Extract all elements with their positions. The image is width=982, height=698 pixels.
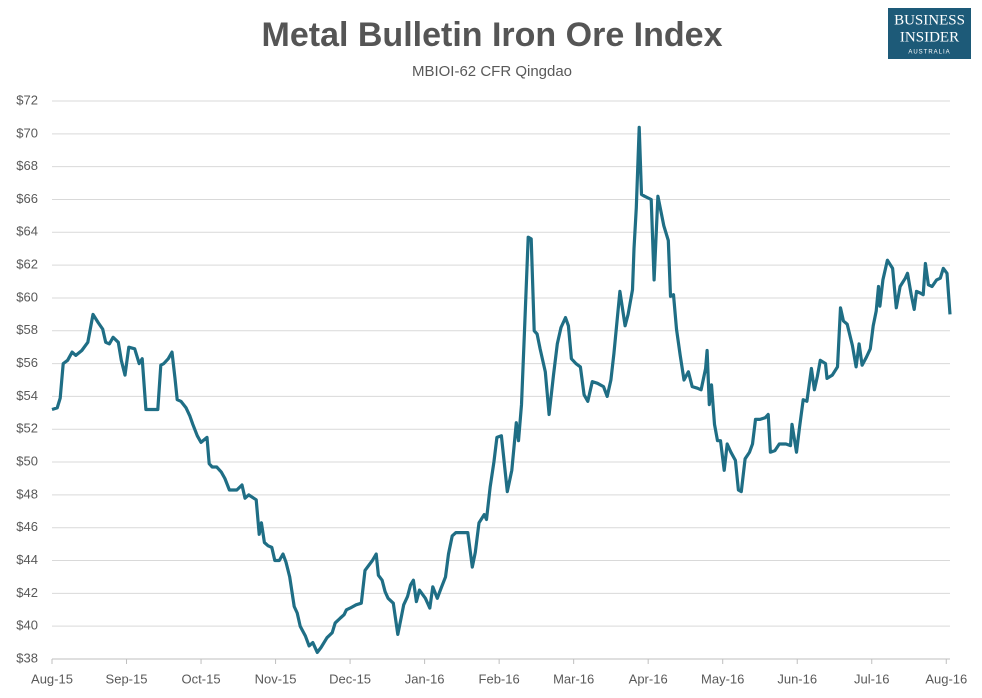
logo: BUSINESS INSIDER AUSTRALIA xyxy=(888,8,971,59)
x-tick-label: Oct-15 xyxy=(182,671,221,686)
logo-text: AUSTRALIA xyxy=(908,50,950,56)
y-tick-label: $50 xyxy=(16,453,38,468)
x-tick-label: Jun-16 xyxy=(777,671,817,686)
x-tick-label: Feb-16 xyxy=(479,671,520,686)
y-tick-label: $70 xyxy=(16,125,38,140)
logo-text: INSIDER xyxy=(900,29,959,45)
logo-text: BUSINESS xyxy=(894,12,965,28)
y-tick-label: $56 xyxy=(16,355,38,370)
logo-box xyxy=(888,8,971,59)
x-tick-label: May-16 xyxy=(701,671,744,686)
x-tick-label: Jul-16 xyxy=(854,671,889,686)
y-tick-label: $40 xyxy=(16,618,38,633)
x-tick-label: Aug-15 xyxy=(31,671,73,686)
x-tick-label: Sep-15 xyxy=(106,671,148,686)
y-tick-label: $72 xyxy=(16,92,38,107)
x-tick-label: Nov-15 xyxy=(255,671,297,686)
x-tick-label: Jan-16 xyxy=(405,671,445,686)
y-tick-label: $44 xyxy=(16,552,38,567)
y-tick-label: $62 xyxy=(16,257,38,272)
x-tick-label: Apr-16 xyxy=(629,671,668,686)
y-tick-label: $58 xyxy=(16,322,38,337)
y-tick-label: $52 xyxy=(16,421,38,436)
y-tick-label: $60 xyxy=(16,289,38,304)
x-tick-label: Mar-16 xyxy=(553,671,594,686)
y-tick-label: $42 xyxy=(16,585,38,600)
y-tick-label: $68 xyxy=(16,158,38,173)
x-tick-label: Dec-15 xyxy=(329,671,371,686)
y-tick-label: $54 xyxy=(16,388,38,403)
y-tick-label: $48 xyxy=(16,486,38,501)
chart-title: Metal Bulletin Iron Ore Index xyxy=(262,16,723,54)
y-tick-label: $64 xyxy=(16,224,38,239)
x-tick-label: Aug-16 xyxy=(925,671,967,686)
data-line xyxy=(51,125,952,654)
y-tick-label: $66 xyxy=(16,191,38,206)
chart-subtitle: MBIOI-62 CFR Qingdao xyxy=(412,63,572,80)
y-tick-label: $38 xyxy=(16,650,38,665)
y-tick-label: $46 xyxy=(16,519,38,534)
